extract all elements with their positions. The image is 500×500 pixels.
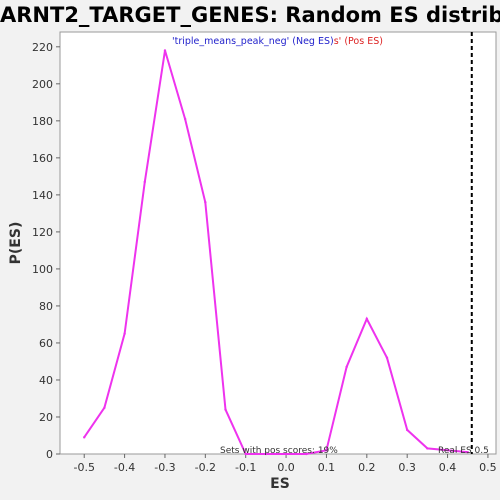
x-tick-label: 0.3 [398, 461, 416, 474]
data-point [204, 201, 207, 204]
data-point [123, 332, 126, 335]
x-axis: -0.5 -0.4 -0.3 -0.2 -0.1 0.0 0.1 0.2 0.3 0.4 0.5 [73, 454, 497, 474]
x-tick-label: -0.4 [114, 461, 135, 474]
x-axis-label: ES [270, 476, 290, 492]
pos-scores-annotation: Sets with pos scores: 19% [220, 446, 338, 456]
x-tick-label: 0.0 [277, 461, 295, 474]
y-axis-label: P(ES) [8, 221, 24, 265]
data-point [446, 449, 449, 452]
plot-area [59, 31, 497, 455]
data-point [405, 428, 409, 432]
data-point [103, 406, 106, 409]
data-point [426, 447, 429, 450]
y-tick-label: 20 [39, 411, 53, 424]
y-tick-label: 200 [32, 78, 53, 91]
x-tick-label: -0.2 [195, 461, 216, 474]
data-point [305, 452, 308, 456]
legend-overlap-text: s' [334, 36, 342, 47]
legend-pos-entry: (Pos ES) [344, 36, 383, 47]
data-point [224, 408, 227, 411]
y-tick-label: 140 [32, 189, 53, 202]
distribution-line [83, 50, 468, 455]
y-tick-label: 100 [32, 263, 53, 276]
legend: 'triple_means_peak_neg' (Neg ES)s' (Pos … [172, 36, 383, 47]
x-tick-label: -0.5 [73, 461, 94, 474]
y-axis: 0 20 40 60 80 100 120 140 160 180 200 220 [32, 41, 60, 461]
data-point [244, 452, 247, 456]
data-point [163, 49, 167, 52]
y-tick-label: 40 [39, 374, 53, 387]
chart-title: ARNT2_TARGET_GENES: Random ES distributi… [0, 3, 500, 27]
y-tick-label: 80 [39, 300, 53, 313]
x-tick-label: 0.5 [479, 461, 497, 474]
data-point [385, 356, 389, 359]
y-tick-label: 0 [46, 448, 53, 461]
x-tick-label: -0.3 [154, 461, 175, 474]
data-points [83, 49, 469, 456]
x-tick-label: 0.2 [358, 461, 376, 474]
x-tick-label: 0.1 [318, 461, 336, 474]
data-point [183, 117, 187, 121]
data-point [325, 449, 328, 452]
y-tick-label: 120 [32, 226, 53, 239]
y-tick-label: 220 [32, 41, 53, 54]
x-tick-label: -0.1 [235, 461, 256, 474]
y-tick-label: 160 [32, 152, 53, 165]
y-tick-label: 60 [39, 337, 53, 350]
real-es-annotation: Real ES 0.5 [438, 446, 489, 456]
data-point [466, 450, 469, 454]
data-point [345, 365, 348, 369]
data-point [365, 317, 369, 321]
y-tick-label: 180 [32, 115, 53, 128]
x-tick-label: 0.4 [439, 461, 457, 474]
data-point [83, 436, 86, 439]
data-point [143, 180, 146, 184]
data-point [264, 452, 268, 456]
legend-neg-entry: 'triple_means_peak_neg' (Neg ES) [172, 36, 334, 47]
data-point [284, 452, 288, 456]
